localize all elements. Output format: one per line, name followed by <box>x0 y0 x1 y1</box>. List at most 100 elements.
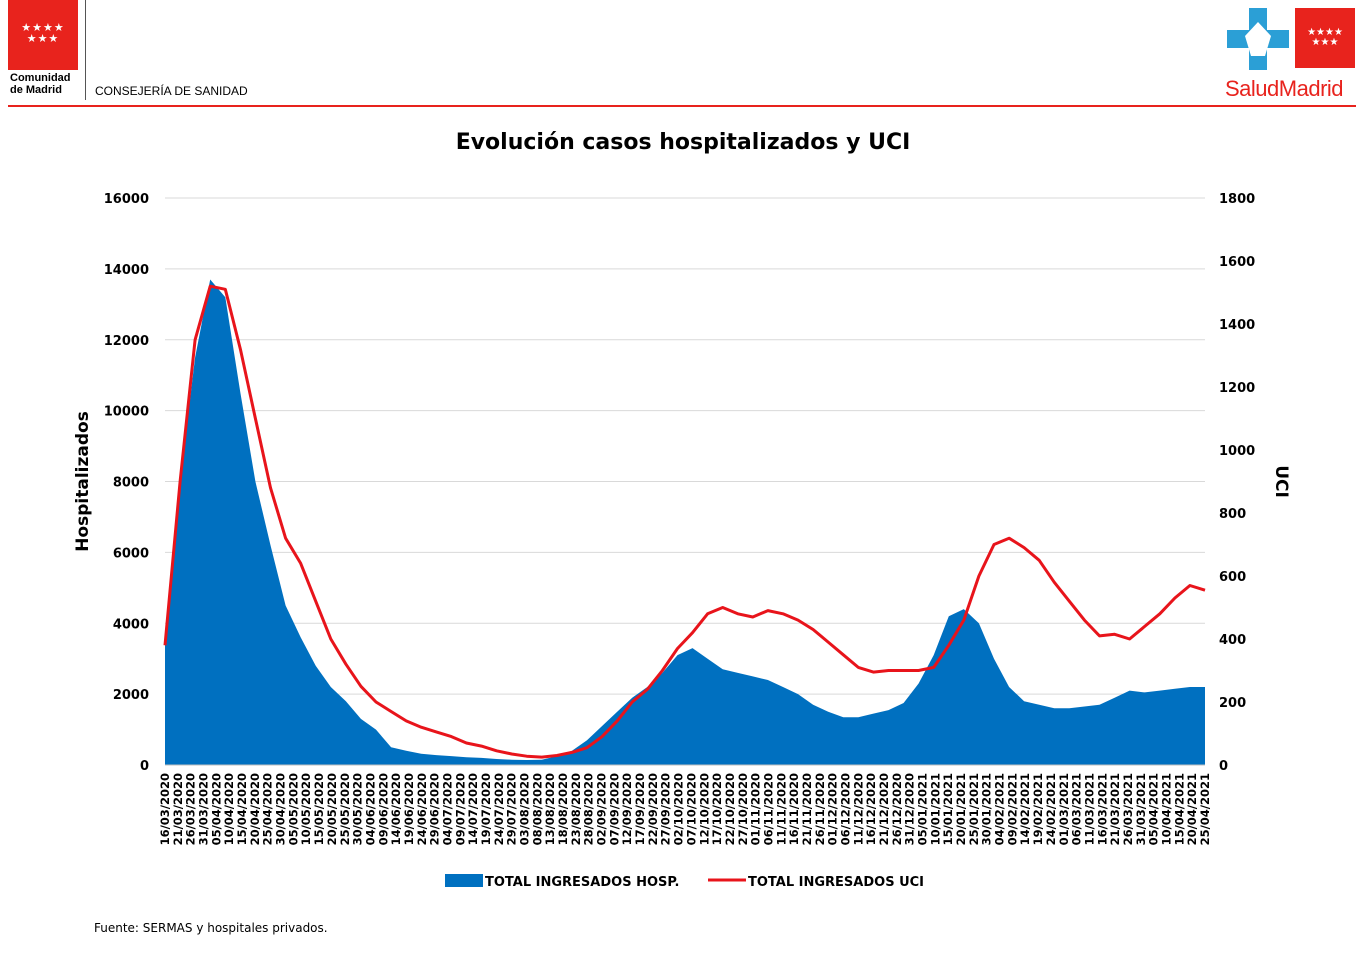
x-tick-label: 14/02/2021 <box>1018 773 1032 845</box>
chart-title: Evolución casos hospitalizados y UCI <box>455 130 911 155</box>
x-tick-label: 16/11/2020 <box>787 773 801 845</box>
x-tick-label: 17/10/2020 <box>710 773 724 845</box>
y2-tick-label: 1200 <box>1219 381 1255 396</box>
y-tick-label: 10000 <box>104 405 149 420</box>
x-tick-label: 27/10/2020 <box>736 773 750 845</box>
x-tick-label: 20/04/2021 <box>1185 773 1199 845</box>
x-tick-label: 15/04/2021 <box>1172 773 1186 845</box>
x-tick-label: 31/03/2021 <box>1134 773 1148 845</box>
x-tick-label: 06/03/2021 <box>1070 773 1084 845</box>
series-hospitalizados-area <box>165 279 1205 765</box>
x-tick-label: 03/08/2020 <box>518 773 532 845</box>
x-tick-label: 07/10/2020 <box>684 773 698 845</box>
x-tick-label: 29/07/2020 <box>505 773 519 845</box>
x-tick-label: 21/11/2020 <box>800 773 814 845</box>
legend-label-hosp: TOTAL INGRESADOS HOSP. <box>485 875 679 890</box>
x-tick-label: 20/04/2020 <box>248 773 262 845</box>
x-tick-label: 05/01/2021 <box>916 773 930 845</box>
x-tick-label: 21/03/2020 <box>171 773 185 845</box>
x-tick-label: 21/12/2020 <box>877 773 891 845</box>
x-tick-label: 26/12/2020 <box>890 773 904 845</box>
x-tick-label: 06/11/2020 <box>762 773 776 845</box>
x-tick-label: 24/06/2020 <box>415 773 429 845</box>
x-tick-label: 06/12/2020 <box>839 773 853 845</box>
x-tick-label: 04/06/2020 <box>363 773 377 845</box>
x-tick-label: 25/04/2021 <box>1198 773 1212 845</box>
y-tick-label: 12000 <box>104 334 149 349</box>
y2-axis-label: UCI <box>1271 465 1291 498</box>
x-tick-label: 27/09/2020 <box>659 773 673 845</box>
x-tick-label: 26/03/2021 <box>1121 773 1135 845</box>
x-tick-label: 25/05/2020 <box>338 773 352 845</box>
x-tick-label: 31/03/2020 <box>197 773 211 845</box>
x-tick-label: 22/10/2020 <box>723 773 737 845</box>
x-tick-label: 23/08/2020 <box>569 773 583 845</box>
x-tick-label: 21/03/2021 <box>1108 773 1122 845</box>
x-tick-label: 20/05/2020 <box>325 773 339 845</box>
source-note: Fuente: SERMAS y hospitales privados. <box>94 921 328 935</box>
salud-madrid-logo: ★★★★ ★★★ SaludMadrid <box>1225 4 1360 104</box>
x-tick-label: 09/07/2020 <box>453 773 467 845</box>
x-tick-label: 31/12/2020 <box>903 773 917 845</box>
x-tick-label: 09/06/2020 <box>376 773 390 845</box>
y-axis-label: Hospitalizados <box>73 411 93 552</box>
x-tick-label: 02/10/2020 <box>672 773 686 845</box>
x-tick-label: 29/06/2020 <box>428 773 442 845</box>
x-tick-label: 15/04/2020 <box>235 773 249 845</box>
x-tick-label: 16/03/2021 <box>1095 773 1109 845</box>
x-tick-label: 12/10/2020 <box>697 773 711 845</box>
x-tick-label: 15/01/2021 <box>941 773 955 845</box>
x-tick-label: 07/09/2020 <box>607 773 621 845</box>
x-tick-label: 08/08/2020 <box>530 773 544 845</box>
legend-label-uci: TOTAL INGRESADOS UCI <box>748 875 924 890</box>
logo-text: SaludMadrid <box>1225 76 1344 101</box>
flag-stars: ★★★★ ★★★ <box>21 21 65 45</box>
x-tick-label: 24/02/2021 <box>1044 773 1058 845</box>
x-tick-label: 10/04/2021 <box>1160 773 1174 845</box>
x-tick-label: 11/12/2020 <box>851 773 865 845</box>
y2-tick-label: 800 <box>1219 507 1246 522</box>
x-tick-label: 30/04/2020 <box>274 773 288 845</box>
x-tick-label: 28/08/2020 <box>582 773 596 845</box>
x-tick-label: 01/03/2021 <box>1057 773 1071 845</box>
y2-tick-label: 1600 <box>1219 255 1255 270</box>
x-tick-label: 13/08/2020 <box>543 773 557 845</box>
x-tick-label: 09/02/2021 <box>1005 773 1019 845</box>
header-divider <box>85 0 86 100</box>
y2-tick-label: 1400 <box>1219 318 1255 333</box>
x-tick-label: 11/03/2021 <box>1082 773 1096 845</box>
x-tick-label: 11/11/2020 <box>774 773 788 845</box>
x-tick-label: 25/04/2020 <box>261 773 275 845</box>
x-tick-label: 16/03/2020 <box>158 773 172 845</box>
x-tick-label: 19/06/2020 <box>402 773 416 845</box>
x-tick-label: 14/07/2020 <box>466 773 480 845</box>
x-tick-label: 02/09/2020 <box>595 773 609 845</box>
y-tick-label: 6000 <box>113 546 149 561</box>
x-tick-label: 10/04/2020 <box>222 773 236 845</box>
y2-tick-label: 0 <box>1219 759 1228 774</box>
y-tick-label: 14000 <box>104 263 149 278</box>
x-tick-label: 12/09/2020 <box>620 773 634 845</box>
madrid-flag-logo <box>8 0 78 70</box>
series-uci-line <box>163 284 1206 759</box>
x-tick-label: 19/02/2021 <box>1031 773 1045 845</box>
x-tick-label: 18/08/2020 <box>556 773 570 845</box>
y2-tick-label: 1800 <box>1219 192 1255 207</box>
logo-flag <box>1295 8 1355 68</box>
y2-tick-label: 1000 <box>1219 444 1255 459</box>
x-tick-label: 25/01/2021 <box>967 773 981 845</box>
y-tick-label: 2000 <box>113 688 149 703</box>
x-tick-label: 26/11/2020 <box>813 773 827 845</box>
x-tick-label: 10/05/2020 <box>299 773 313 845</box>
x-tick-label: 16/12/2020 <box>864 773 878 845</box>
x-tick-label: 05/04/2020 <box>209 773 223 845</box>
x-tick-label: 01/11/2020 <box>749 773 763 845</box>
department-name: CONSEJERÍA DE SANIDAD <box>95 84 248 98</box>
x-tick-label: 30/01/2021 <box>980 773 994 845</box>
org-name: Comunidad de Madrid <box>10 72 71 96</box>
header-rule <box>8 105 1356 107</box>
x-tick-label: 30/05/2020 <box>351 773 365 845</box>
x-tick-label: 17/09/2020 <box>633 773 647 845</box>
x-tick-label: 10/01/2021 <box>928 773 942 845</box>
